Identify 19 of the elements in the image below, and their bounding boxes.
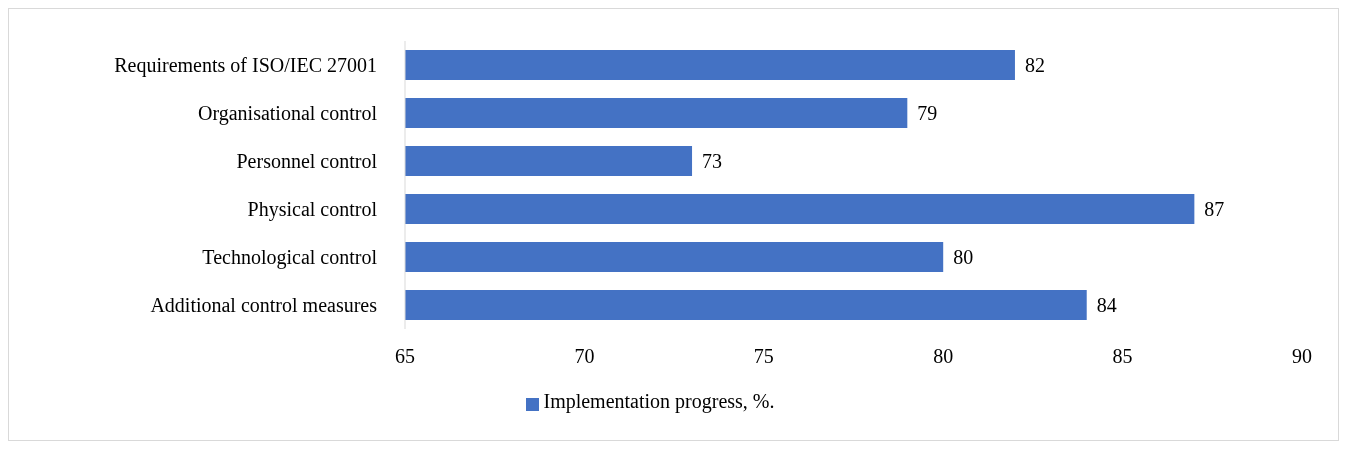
y-tick-label: Physical control (247, 198, 378, 222)
data-label: 73 (702, 150, 723, 173)
data-label: 80 (953, 246, 974, 269)
data-label: 87 (1204, 198, 1225, 221)
x-tick-label: 65 (395, 345, 415, 368)
legend-label: Implementation progress, %. (543, 390, 775, 412)
x-tick-label: 80 (933, 345, 954, 368)
x-tick-label: 85 (1112, 345, 1133, 368)
x-tick-label: 75 (753, 345, 774, 368)
y-tick-label: Personnel control (236, 150, 378, 173)
x-tick-label: 70 (574, 345, 595, 368)
data-label: 79 (917, 102, 938, 125)
y-tick-label: Additional control measures (150, 294, 378, 317)
y-tick-label: Organisational control (197, 102, 378, 126)
data-label: 84 (1096, 294, 1117, 317)
data-label: 82 (1024, 54, 1045, 77)
y-tick-label: Requirements of ISO/IEC 27001 (114, 54, 377, 78)
x-tick-label: 90 (1292, 345, 1312, 368)
y-tick-label: Technological control (202, 246, 378, 270)
